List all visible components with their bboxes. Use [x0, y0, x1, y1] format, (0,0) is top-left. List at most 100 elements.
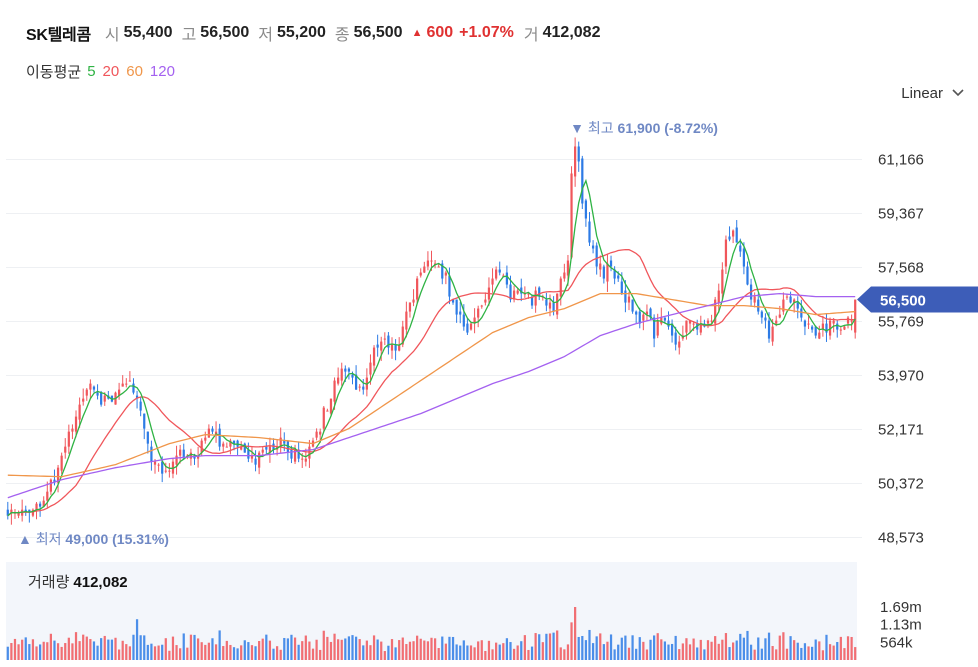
candle-body [283, 440, 286, 444]
candle-body [548, 302, 552, 309]
volume-bar [261, 638, 264, 660]
candle-body [811, 326, 814, 330]
ma-120-label[interactable]: 120 [149, 62, 175, 80]
volume-bar [653, 635, 656, 660]
candle-body [545, 299, 548, 306]
volume-bar [509, 642, 512, 660]
volume-bar [516, 645, 519, 660]
volume-bar [767, 632, 771, 660]
volume-bar [243, 640, 246, 660]
candle-body [724, 239, 728, 267]
volume-bar [10, 642, 13, 660]
volume-bar [211, 638, 214, 660]
volume-bar [135, 619, 139, 660]
volume-bar [426, 641, 430, 660]
candle-body [340, 368, 343, 381]
volume-bar [451, 636, 455, 660]
volume-bar [380, 641, 383, 660]
ma-120-line [7, 292, 856, 499]
candle-body [577, 146, 580, 162]
price-tick-label: 50,372 [878, 476, 924, 493]
candle-body [843, 326, 846, 330]
volume-bar [319, 649, 322, 660]
volume-bar [218, 630, 221, 660]
candle-body [164, 470, 167, 472]
volume-bar [735, 640, 738, 660]
volume-bar [577, 636, 580, 660]
volume-bar [800, 647, 803, 660]
candle-body [419, 272, 422, 276]
volume-bar [545, 633, 548, 660]
volume-bar [692, 638, 695, 660]
candle-body [60, 455, 63, 471]
volume-bar [121, 640, 124, 660]
volume-bar [17, 644, 20, 660]
volume-bar [153, 646, 157, 660]
candle-body [721, 269, 724, 294]
candle-body [10, 509, 13, 513]
volume-bar [466, 645, 469, 660]
volume-bar [103, 635, 106, 660]
candle-body [836, 323, 839, 330]
volume-bar [617, 644, 620, 660]
candle-body [828, 320, 832, 336]
volume-bar [85, 636, 88, 660]
candle-body [200, 440, 203, 453]
candle-body [613, 269, 616, 279]
volume-bar [354, 636, 358, 660]
candle-body [139, 401, 142, 411]
candle-body [207, 428, 210, 438]
volume-bar [448, 636, 451, 660]
candle-body [462, 314, 465, 327]
volume-bar [645, 649, 649, 660]
price-tick-label: 52,171 [878, 422, 924, 439]
volume-bar [534, 633, 537, 660]
volume-bar [64, 643, 67, 660]
volume-bar [793, 640, 796, 660]
volume-bar [602, 644, 605, 660]
candle-body [214, 431, 218, 435]
candle-body [832, 320, 835, 324]
candle-body [559, 278, 562, 297]
scale-type-dropdown[interactable]: Linear [901, 82, 964, 104]
candle-body [635, 311, 638, 315]
volume-bar [146, 644, 149, 660]
candle-body [606, 263, 609, 282]
candle-body [728, 236, 731, 240]
volume-bar [157, 645, 160, 660]
candle-body [699, 323, 702, 333]
volume-bar [117, 649, 121, 660]
volume-bar [674, 635, 677, 660]
volume-bar [308, 641, 311, 660]
volume-bar [279, 649, 282, 660]
volume-bar [74, 632, 78, 660]
candle-body [354, 374, 358, 390]
volume-bar [311, 648, 315, 660]
ma-60-label[interactable]: 60 [126, 62, 143, 80]
candle-body [96, 392, 99, 396]
volume-title-text: 거래량 [28, 574, 70, 591]
volume-bar [631, 635, 634, 660]
volume-bar [477, 641, 480, 660]
candle-body [408, 302, 412, 312]
volume-bar [581, 635, 584, 660]
volume-bar [459, 645, 462, 660]
volume-bar [326, 636, 329, 660]
volume-bar [681, 643, 684, 660]
volume-bar [836, 641, 839, 660]
candle-body [89, 383, 92, 390]
candle-body [308, 446, 311, 459]
candle-body [624, 290, 627, 303]
volume-bar [304, 635, 307, 660]
candle-body [451, 299, 455, 303]
ma-20-label[interactable]: 20 [102, 62, 120, 80]
volume-bar [254, 646, 257, 660]
candle-body [390, 344, 394, 351]
volume-bar [843, 648, 846, 660]
volume-bar [139, 635, 142, 660]
volume-bar [125, 644, 128, 660]
ma-5-label[interactable]: 5 [87, 62, 96, 80]
volume-bar [710, 641, 713, 660]
candle-body [469, 323, 473, 330]
